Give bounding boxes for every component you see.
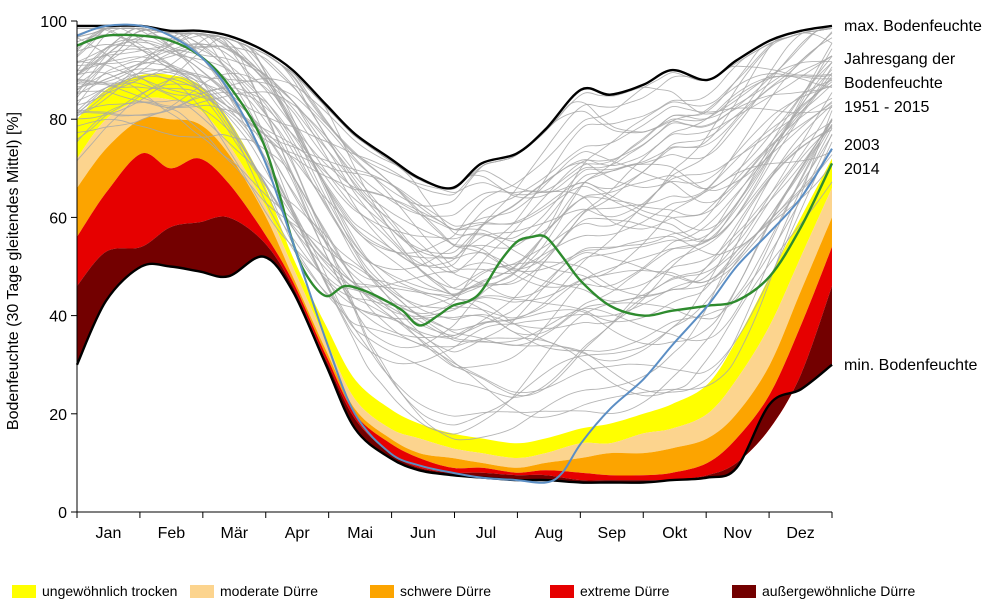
band-extreme-drought — [77, 152, 832, 481]
highlight-series — [76, 23, 834, 484]
soil-moisture-chart: 0 20 40 60 80 100 Jan Feb Mär Apr Mai Jun Jul Aug Sep O… — [5, 14, 982, 542]
y-tick-label: 60 — [49, 210, 67, 227]
year-line — [76, 75, 833, 241]
legend-swatch — [12, 584, 36, 598]
legend-label: moderate Dürre — [220, 583, 319, 599]
right-labels: max. Bodenfeuchte Jahresgang der Bodenfe… — [844, 18, 982, 374]
x-tick-label: Sep — [598, 525, 627, 542]
label-year-2003: 2003 — [844, 137, 880, 154]
x-tick-label: Mär — [221, 525, 249, 542]
year-line — [76, 72, 833, 362]
y-tick-label: 0 — [58, 505, 67, 522]
min-envelope-line — [75, 255, 833, 484]
year-line — [76, 27, 833, 369]
x-tick-label: Nov — [723, 525, 751, 542]
year-line — [76, 41, 833, 296]
legend-label: extreme Dürre — [580, 583, 670, 599]
year-line — [76, 45, 833, 329]
year-line — [76, 56, 833, 230]
max-envelope-line — [76, 24, 833, 190]
year-line — [76, 81, 833, 288]
y-tick-label: 80 — [49, 112, 67, 129]
year-line — [76, 64, 833, 365]
y-tick-label: 40 — [49, 309, 67, 326]
legend-item-moderate-drought: moderate Dürre — [190, 581, 318, 601]
x-tick-label: Okt — [662, 525, 687, 542]
year-line — [76, 36, 833, 288]
legend-item-severe-drought: schwere Dürre — [370, 581, 491, 601]
band-exceptional-drought — [77, 216, 832, 483]
year-line — [76, 27, 833, 207]
legend-label: außergewöhnliche Dürre — [762, 583, 916, 599]
year-line — [76, 90, 833, 323]
year-line — [76, 78, 833, 230]
year-line — [76, 118, 833, 397]
legend-swatch — [732, 584, 756, 598]
legend-swatch — [370, 584, 394, 598]
x-tick-label: Aug — [535, 525, 563, 542]
year-line — [77, 27, 833, 196]
year-line — [76, 43, 833, 299]
legend-label: schwere Dürre — [400, 583, 492, 599]
year-line — [76, 92, 833, 291]
year-line — [76, 101, 833, 394]
label-annual-2: Bodenfeuchte — [844, 75, 943, 92]
x-tick-label: Feb — [158, 525, 186, 542]
year-line — [76, 39, 833, 426]
x-tick-label: Jun — [410, 525, 436, 542]
drought-bands — [77, 73, 832, 483]
year-line — [76, 27, 833, 353]
legend-swatch — [190, 584, 214, 598]
legend-item-unusually-dry: ungewöhnlich trocken — [12, 581, 177, 601]
label-annual-1: Jahresgang der — [844, 51, 956, 68]
label-min-moisture: min. Bodenfeuchte — [844, 357, 978, 374]
series-line-2003 — [76, 33, 834, 327]
legend-item-extreme-drought: extreme Dürre — [550, 581, 669, 601]
y-tick-label: 20 — [49, 407, 67, 424]
legend-item-exceptional-drought: außergewöhnliche Dürre — [732, 581, 915, 601]
label-year-2014: 2014 — [844, 161, 880, 178]
yearly-gray-lines — [76, 26, 833, 441]
x-tick-label: Dez — [786, 525, 814, 542]
label-max-moisture: max. Bodenfeuchte — [844, 18, 982, 35]
legend-swatch — [550, 584, 574, 598]
year-line — [77, 27, 833, 296]
legend: ungewöhnlich trocken moderate Dürre schw… — [0, 578, 1000, 604]
year-line — [76, 34, 833, 441]
year-line — [76, 99, 833, 352]
legend-label: ungewöhnlich trocken — [42, 583, 178, 599]
envelope-lines — [75, 24, 833, 484]
year-line — [76, 82, 833, 346]
series-line-2014 — [76, 23, 833, 484]
y-axis-label: Bodenfeuchte (30 Tage gleitendes Mittel)… — [5, 112, 22, 430]
year-line — [76, 68, 833, 346]
year-line — [76, 73, 833, 343]
y-tick-label: 100 — [40, 14, 67, 31]
label-annual-3: 1951 - 2015 — [844, 99, 930, 116]
x-tick-label: Jan — [96, 525, 122, 542]
x-tick-label: Apr — [285, 525, 311, 542]
axes: 0 20 40 60 80 100 Jan Feb Mär Apr Mai Jun Jul Aug Sep O… — [40, 14, 833, 542]
x-tick-label: Mai — [347, 525, 373, 542]
year-line — [76, 34, 833, 255]
x-tick-label: Jul — [476, 525, 496, 542]
band-severe-drought — [77, 116, 832, 476]
